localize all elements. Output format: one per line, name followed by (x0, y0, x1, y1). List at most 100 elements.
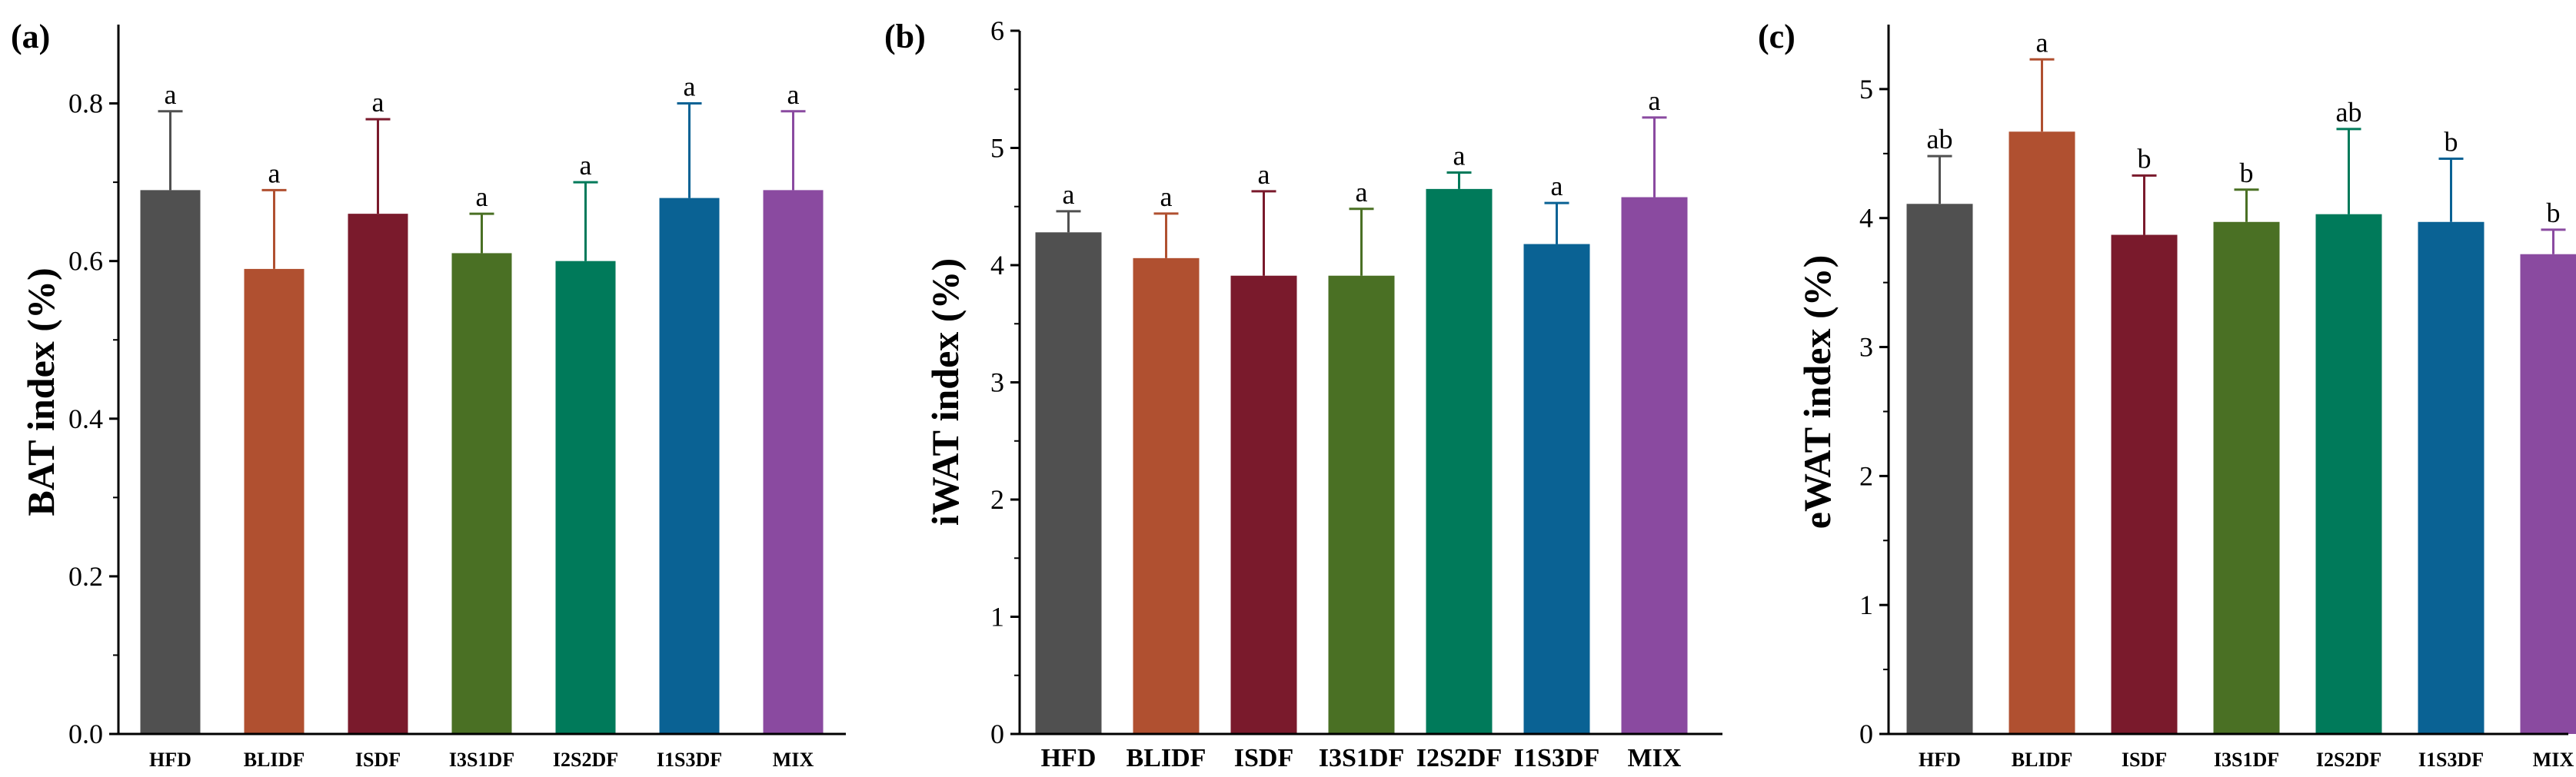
panel-b-ytick-label: 5 (990, 133, 1004, 164)
panel-c-xticks: HFD BLIDF ISDF I3S1DF I2S2DF I1S3DF MIX (1919, 749, 2574, 771)
panel-b-bar-isdf (1230, 275, 1297, 735)
panel-c-significance-label: b (2138, 143, 2152, 174)
panel-b-ytick-label: 3 (990, 367, 1004, 398)
panel-a-bar-i2s2df (555, 261, 616, 735)
panel-a-ylabel: BAT index (%) (19, 267, 62, 516)
panel-c-significance-label: b (2547, 198, 2561, 228)
panel-c-axes (1887, 25, 2568, 735)
panel-b-bars: a a a a a a a (1035, 85, 1688, 735)
panel-c-bar-mix (2520, 254, 2576, 734)
panel-a-ytick-label: 0.4 (68, 403, 103, 434)
panel-c-bar-isdf (2111, 234, 2178, 734)
panel-a-ytick-label: 0.8 (68, 88, 103, 119)
panel-a-xtick-label: HFD (149, 749, 191, 771)
panel-a-bar-hfd (140, 190, 201, 734)
panel-b-xtick-label: MIX (1628, 744, 1682, 772)
panel-c-bar-blidf (2009, 131, 2075, 735)
panel-b-bar-i1s3df (1523, 244, 1590, 734)
panel-b-bar-i2s2df (1426, 188, 1493, 734)
panel-b-ytick-label: 6 (990, 15, 1004, 46)
panel-c-xtick-label: MIX (2533, 749, 2574, 771)
panel-c-significance-label: ab (1927, 124, 1953, 154)
panel-b-xtick-label: I2S2DF (1416, 744, 1502, 772)
panel-c-significance-label: b (2240, 158, 2254, 188)
panel-b-ylabel: iWAT index (%) (924, 258, 967, 526)
panel-b-ytick-label: 0 (990, 719, 1004, 749)
panel-c-xtick-label: I2S2DF (2316, 749, 2381, 771)
panel-a-significance-label: a (684, 71, 696, 102)
panel-c-xtick-label: I1S3DF (2418, 749, 2484, 771)
panel-b-significance-label: a (1551, 171, 1563, 201)
panel-b-axes (1018, 31, 1722, 735)
panel-c-significance-label: b (2445, 127, 2458, 158)
panel-c-xtick-label: ISDF (2122, 749, 2167, 771)
panel-a-xtick-label: I1S3DF (657, 749, 722, 771)
panel-c-xtick-label: I3S1DF (2214, 749, 2279, 771)
panel-b-xticks: HFD BLIDF ISDF I3S1DF I2S2DF I1S3DF MIX (1041, 744, 1682, 772)
panel-a-yticks: 0.0 0.2 0.4 0.6 0.8 (68, 88, 118, 749)
panel-c-bar-hfd (1906, 204, 1973, 734)
panel-c-yticks: 0 1 2 3 4 5 (1859, 74, 1889, 749)
panel-c-ytick-label: 3 (1859, 332, 1873, 363)
panel-a-bar-mix (763, 190, 824, 734)
panel-b-significance-label: a (1649, 85, 1661, 116)
panel-c-ytick-label: 1 (1859, 589, 1873, 620)
panel-a-significance-label: a (372, 87, 384, 118)
panel-a-label: (a) (11, 18, 50, 55)
panel-a-xtick-label: BLIDF (244, 749, 305, 771)
panel-b-significance-label: a (1356, 177, 1368, 208)
panel-a-bar-isdf (348, 214, 408, 735)
panel-b-significance-label: a (1063, 179, 1075, 210)
panel-b-xtick-label: HFD (1041, 744, 1097, 772)
panel-c-xtick-label: BLIDF (2012, 749, 2072, 771)
panel-a-xtick-label: I3S1DF (449, 749, 514, 771)
panel-a-bar-i3s1df (451, 253, 512, 734)
panel-c-significance-label: ab (2336, 97, 2362, 128)
panel-c-label: (c) (1758, 18, 1796, 55)
panel-a-bar-i1s3df (659, 198, 720, 735)
panel-b-xtick-label: I1S3DF (1514, 744, 1599, 772)
panel-a-ytick-label: 0.0 (68, 719, 103, 749)
panel-a-xticks: HFD BLIDF ISDF I3S1DF I2S2DF I1S3DF MIX (149, 749, 814, 771)
panel-b-significance-label: a (1258, 159, 1270, 190)
panel-c-significance-label: a (2036, 27, 2048, 58)
panel-a-significance-label: a (580, 150, 592, 181)
panel-b-ytick-label: 2 (990, 484, 1004, 515)
panel-b-ytick-label: 4 (990, 250, 1004, 281)
panel-a-xtick-label: I2S2DF (553, 749, 618, 771)
panel-b-bar-mix (1621, 197, 1688, 734)
panel-a-xtick-label: ISDF (355, 749, 401, 771)
panel-c-ytick-label: 2 (1859, 460, 1873, 491)
panel-b-xtick-label: BLIDF (1127, 744, 1206, 772)
panel-b-bar-hfd (1035, 232, 1102, 734)
panel-b-xtick-label: I3S1DF (1319, 744, 1404, 772)
panel-a-xtick-label: MIX (773, 749, 814, 771)
panel-b-ytick-label: 1 (990, 602, 1004, 633)
panel-b-yticks: 0 1 2 3 4 5 6 (990, 15, 1020, 749)
panel-b: (b) iWAT index (%) a a a a a a a 0 1 2 3 4 5 6 HFD BL… (884, 15, 1722, 772)
panel-c-ytick-label: 5 (1859, 74, 1873, 105)
panel-a-significance-label: a (787, 79, 800, 110)
panel-a-bar-blidf (244, 268, 305, 734)
panel-a-significance-label: a (476, 181, 488, 212)
panel-c-bar-i2s2df (2315, 214, 2382, 734)
panel-b-significance-label: a (1160, 181, 1173, 212)
panel-c-bar-i3s1df (2213, 221, 2280, 734)
panel-a-significance-label: a (268, 158, 281, 188)
panel-a-significance-label: a (165, 79, 177, 110)
panel-a-ytick-label: 0.2 (68, 561, 103, 592)
panel-c-xtick-label: HFD (1919, 749, 1961, 771)
panel-a-bars: a a a a a a a (140, 71, 824, 735)
panel-b-xtick-label: ISDF (1234, 744, 1293, 772)
panel-a-axes (117, 25, 846, 735)
panel-c-bar-i1s3df (2418, 221, 2484, 734)
panel-a-ytick-label: 0.6 (68, 246, 103, 277)
panel-c-ytick-label: 0 (1859, 719, 1873, 749)
panel-c-ylabel: eWAT index (%) (1796, 255, 1839, 530)
panel-b-label: (b) (884, 18, 926, 55)
panel-c-ytick-label: 4 (1859, 203, 1873, 234)
